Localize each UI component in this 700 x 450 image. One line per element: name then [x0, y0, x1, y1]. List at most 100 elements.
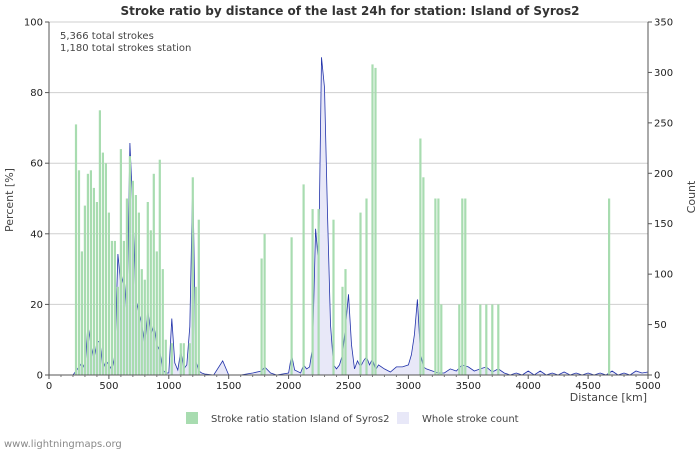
y-right-tick-label: 0 [654, 371, 660, 382]
stroke-ratio-bar [419, 138, 422, 375]
stroke-ratio-bar [122, 240, 125, 375]
stroke-ratio-bar [113, 240, 116, 375]
stroke-ratio-bar [182, 343, 185, 375]
stroke-ratio-bar [134, 195, 137, 375]
x-tick-label: 0 [46, 381, 52, 392]
stroke-ratio-series [74, 64, 611, 376]
stroke-ratio-bar [359, 212, 362, 375]
stroke-ratio-bar [143, 279, 146, 375]
stroke-ratio-bar [497, 304, 500, 375]
stroke-ratio-bar [461, 198, 464, 375]
legend-swatch-whole-count [397, 412, 409, 424]
y-left-tick-label: 60 [30, 159, 43, 170]
stroke-ratio-bar [485, 304, 488, 375]
stroke-ratio-bar [191, 177, 194, 375]
stroke-ratio-bar [170, 343, 173, 375]
x-tick-label: 4000 [515, 381, 540, 392]
stroke-ratio-bar [365, 198, 368, 375]
stroke-ratio-bar [89, 170, 92, 375]
legend-label-stroke-ratio: Stroke ratio station Island of Syros2 [211, 414, 389, 425]
x-tick-label: 3000 [396, 381, 421, 392]
y-left-tick-label: 80 [30, 88, 43, 99]
stroke-ratio-bar [197, 219, 200, 375]
stroke-ratio-bar [464, 198, 467, 375]
y-right-tick-label: 300 [654, 68, 673, 79]
stroke-ratio-bar [155, 251, 158, 375]
x-tick-label: 4500 [575, 381, 600, 392]
stroke-ratio-bar [344, 269, 347, 375]
stroke-ratio-bar [149, 230, 152, 375]
x-tick-label: 500 [99, 381, 118, 392]
x-tick-label: 2500 [336, 381, 361, 392]
stroke-ratio-bar [146, 202, 149, 375]
y-left-tick-label: 20 [30, 300, 43, 311]
stroke-ratio-bar [131, 180, 134, 375]
y-axis-right-label: Count [685, 180, 698, 213]
stroke-ratio-bar [371, 64, 374, 376]
stroke-ratio-bar [125, 198, 128, 375]
stroke-ratio-bar [80, 251, 83, 375]
stroke-ratio-bar [104, 163, 107, 375]
stroke-ratio-bar [317, 209, 320, 375]
stroke-ratio-bar [458, 304, 461, 375]
stroke-ratio-bar [161, 269, 164, 375]
axes: 0 500 1000 1500 2000 2500 3000 3500 4000 4500 5000… [24, 18, 673, 393]
y-right-tick-label: 100 [654, 270, 673, 281]
stroke-ratio-bar [374, 67, 377, 376]
x-tick-label: 1500 [216, 381, 241, 392]
stroke-ratio-bar [98, 110, 101, 376]
stroke-ratio-bar [92, 187, 95, 375]
stroke-ratio-bar [608, 198, 611, 375]
legend-label-whole-count: Whole stroke count [422, 414, 519, 425]
y-left-tick-label: 100 [24, 18, 43, 29]
stroke-ratio-bar [263, 233, 266, 375]
y-axis-left-label: Percent [%] [3, 168, 16, 232]
stroke-ratio-bar [290, 237, 293, 375]
stroke-ratio-bar [77, 170, 81, 375]
stroke-ratio-bar [188, 343, 191, 375]
stroke-ratio-bar [434, 198, 437, 375]
y-right-tick-label: 250 [654, 118, 673, 129]
stroke-ratio-bar [311, 209, 314, 375]
y-right-tick-label: 50 [654, 320, 667, 331]
stroke-ratio-bar [110, 240, 113, 375]
x-axis-label: Distance [km] [570, 391, 647, 404]
stroke-ratio-bar [179, 343, 182, 375]
info-total-strokes: 5,366 total strokes [60, 31, 154, 42]
stroke-ratio-bar [260, 258, 263, 375]
stroke-ratio-bar [332, 219, 335, 375]
x-tick-label: 2000 [276, 381, 301, 392]
stroke-ratio-bar [74, 124, 78, 376]
stroke-ratio-bar [479, 304, 482, 375]
stroke-ratio-bar [422, 177, 425, 375]
stroke-ratio-bar [101, 152, 104, 375]
legend: Stroke ratio station Island of Syros2 Wh… [186, 412, 519, 425]
stroke-ratio-bar [164, 339, 167, 375]
y-right-tick-label: 150 [654, 219, 673, 230]
footer-site: www.lightningmaps.org [4, 439, 122, 450]
stroke-ratio-bar [140, 269, 143, 375]
stroke-ratio-bar [491, 304, 494, 375]
stroke-ratio-bar [440, 304, 443, 375]
y-left-tick-label: 0 [37, 371, 43, 382]
x-tick-label: 5000 [635, 381, 660, 392]
stroke-ratio-bar [83, 205, 86, 375]
x-tick-label: 3500 [456, 381, 481, 392]
stroke-ratio-bar [95, 202, 98, 375]
info-total-strokes-station: 1,180 total strokes station [60, 43, 191, 54]
chart-title: Stroke ratio by distance of the last 24h… [120, 4, 579, 18]
stroke-ratio-bar [128, 156, 131, 375]
stroke-ratio-bar [86, 173, 89, 375]
stroke-ratio-bar [158, 159, 161, 375]
stroke-ratio-bar [152, 173, 155, 375]
y-right-tick-label: 200 [654, 169, 673, 180]
y-right-tick-label: 350 [654, 18, 673, 29]
stroke-ratio-bar [341, 286, 344, 376]
stroke-ratio-bar [116, 286, 119, 376]
stroke-ratio-bar [194, 286, 197, 376]
x-tick-label: 1000 [156, 381, 181, 392]
stroke-ratio-bar [302, 184, 305, 375]
stroke-ratio-bar [137, 212, 140, 375]
legend-swatch-stroke-ratio [186, 412, 198, 424]
